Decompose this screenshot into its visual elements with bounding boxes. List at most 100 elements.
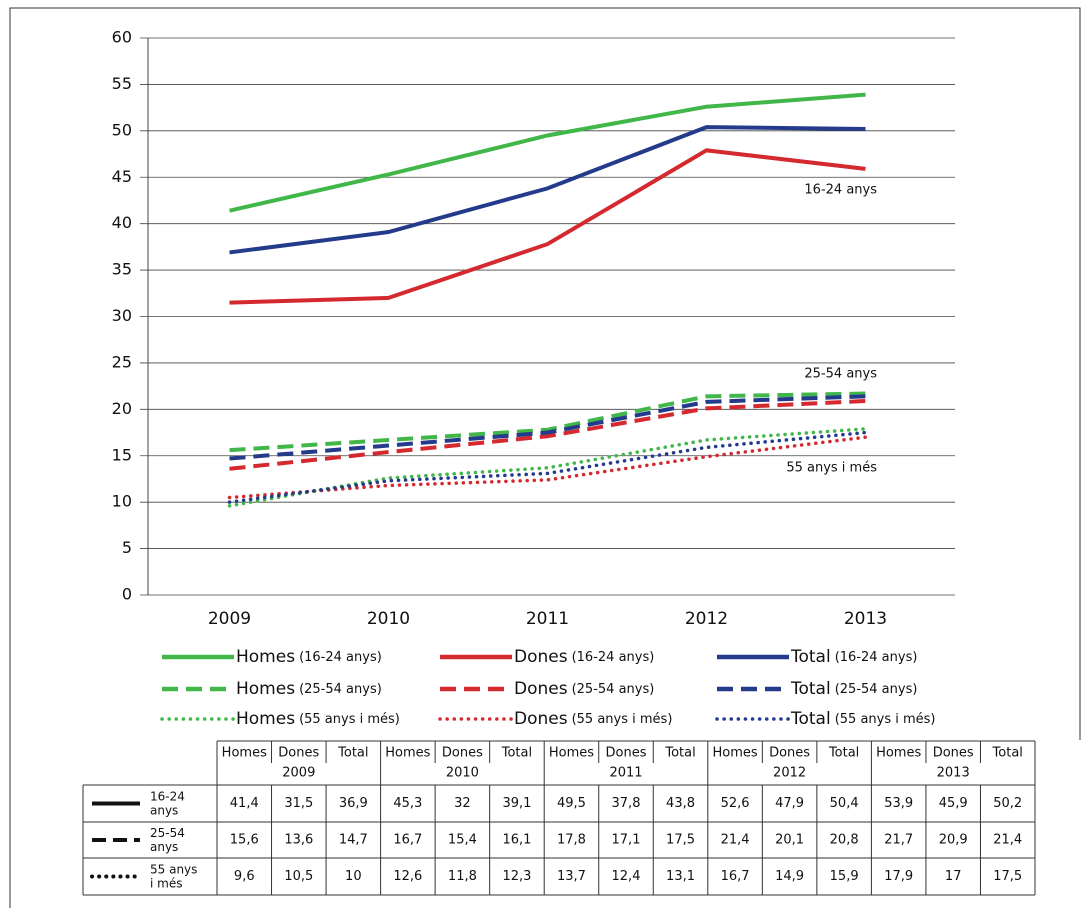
table-row-label-line: 55 anys (150, 862, 197, 876)
series-line (229, 398, 866, 471)
table-cell: 21,4 (721, 833, 750, 848)
table-cell: 13,7 (557, 869, 586, 884)
table-cell: 41,4 (230, 796, 259, 811)
table-year: 2011 (609, 766, 642, 781)
legend-group: (55 anys i més) (572, 712, 673, 727)
table-cell: 17,5 (993, 869, 1022, 884)
table-cell: 21,7 (884, 833, 913, 848)
legend-group: (55 anys i més) (835, 712, 936, 727)
y-tick-label: 35 (112, 260, 132, 279)
table-header: Total (337, 746, 368, 761)
table-cell: 17,9 (884, 869, 913, 884)
y-tick-label: 25 (112, 352, 132, 371)
series-line (227, 430, 868, 504)
y-tick-label: 60 (112, 28, 132, 47)
y-tick-label: 55 (112, 74, 132, 93)
table-row-label: 25-54 anys (150, 826, 185, 854)
table-header: Dones (933, 746, 974, 761)
table-cell: 9,6 (234, 869, 255, 884)
legend-group: (16-24 anys) (572, 650, 655, 665)
legend-label: Homes (55 anys i més) (236, 709, 400, 729)
table-cell: 45,3 (393, 796, 422, 811)
legend-name: Total (790, 647, 831, 667)
table-cell: 15,4 (448, 833, 477, 848)
table-header: Total (664, 746, 695, 761)
table-cell: 12,3 (502, 869, 531, 884)
y-tick-label: 40 (112, 213, 132, 232)
y-tick-label: 45 (112, 167, 132, 186)
legend-group: (55 anys i més) (299, 712, 400, 727)
table-cell: 10,5 (284, 869, 313, 884)
legend-name: Dones (514, 647, 568, 667)
table-cell: 31,5 (284, 796, 313, 811)
table-header: Homes (549, 746, 594, 761)
table-cell: 39,1 (502, 796, 531, 811)
table-header: Dones (769, 746, 810, 761)
table-cell: 53,9 (884, 796, 913, 811)
table-cell: 50,2 (993, 796, 1022, 811)
table-year: 2013 (937, 766, 970, 781)
table-cell: 13,1 (666, 869, 695, 884)
table-cell: 12,4 (612, 869, 641, 884)
table-year: 2012 (773, 766, 806, 781)
legend-label: Total (25-54 anys) (790, 679, 917, 699)
legend-label: Homes (25-54 anys) (236, 679, 382, 699)
legend-name: Homes (236, 709, 295, 729)
table-header: Homes (222, 746, 267, 761)
annotation: 25-54 anys (804, 367, 877, 382)
legend-group: (25-54 anys) (835, 682, 918, 697)
table-cell: 49,5 (557, 796, 586, 811)
legend-name: Homes (236, 647, 295, 667)
table-row-label-line: 16-24 (150, 789, 185, 803)
table-row-label: 16-24 anys (150, 789, 185, 817)
table-cell: 17,1 (612, 833, 641, 848)
legend-label: Dones (55 anys i més) (514, 709, 672, 729)
table-cell: 16,7 (393, 833, 422, 848)
series-line (229, 92, 866, 213)
table-cell: 13,6 (284, 833, 313, 848)
legend-group: (25-54 anys) (299, 682, 382, 697)
legend-name: Total (790, 679, 831, 699)
series-line (227, 427, 868, 508)
table-cell: 52,6 (721, 796, 750, 811)
table-row-label-line: anys (150, 803, 178, 817)
table-cell: 20,1 (775, 833, 804, 848)
y-tick-label: 30 (112, 306, 132, 325)
legend-group: (25-54 anys) (572, 682, 655, 697)
legend-label: Homes (16-24 anys) (236, 647, 382, 667)
table-year: 2009 (282, 766, 315, 781)
annotation: 16-24 anys (804, 183, 877, 198)
table-row-label-line: i més (150, 876, 182, 890)
legend-label: Total (16-24 anys) (790, 647, 917, 667)
table-row-label-line: anys (150, 840, 178, 854)
table-cell: 20,9 (939, 833, 968, 848)
annotation: 55 anys i més (786, 461, 877, 476)
table-cell: 45,9 (939, 796, 968, 811)
table-header: Total (501, 746, 532, 761)
legend-label: Total (55 anys i més) (790, 709, 936, 729)
table-header: Homes (876, 746, 921, 761)
table-cell: 47,9 (775, 796, 804, 811)
series-line (229, 125, 866, 255)
table-cell: 12,6 (393, 869, 422, 884)
table-cell: 21,4 (993, 833, 1022, 848)
table-cell: 17,5 (666, 833, 695, 848)
table-cell: 36,9 (339, 796, 368, 811)
table-cell: 15,6 (230, 833, 259, 848)
y-tick-label: 5 (122, 538, 132, 557)
legend-group: (16-24 anys) (835, 650, 918, 665)
series-line (229, 148, 866, 305)
table-header: Total (992, 746, 1023, 761)
table-cell: 10 (345, 869, 362, 884)
x-tick-label: 2011 (526, 609, 569, 629)
table-cell: 11,8 (448, 869, 477, 884)
x-tick-label: 2012 (685, 609, 728, 629)
legend-name: Total (790, 709, 831, 729)
y-tick-label: 10 (112, 492, 132, 511)
table-row-label: 55 anys i més (150, 862, 197, 890)
legend-label: Dones (16-24 anys) (514, 647, 654, 667)
table-cell: 14,9 (775, 869, 804, 884)
frame (9, 7, 1081, 908)
table-cell: 17,8 (557, 833, 586, 848)
